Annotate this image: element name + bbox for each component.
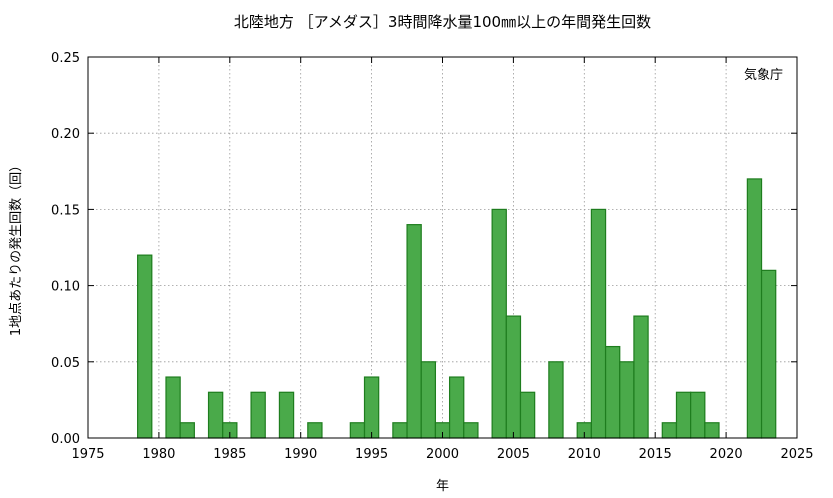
bar-1994 [349,422,366,439]
bar-1979 [137,254,153,439]
bar-2019 [704,422,720,439]
bar-1997 [392,422,408,439]
bar-1982 [179,422,195,439]
bar-2023 [760,269,777,439]
x-axis-label: 年 [436,479,449,494]
grid-lines [88,57,797,438]
bar-2005 [505,315,522,439]
bar-1998 [406,224,422,439]
bar-1981 [165,376,181,439]
x-tick-label: 1995 [355,447,388,462]
x-tick-label: 2025 [780,447,813,462]
chart-title: 北陸地方 ［アメダス］3時間降水量100㎜以上の年間発生回数 [234,13,651,31]
bar-2017 [675,391,692,439]
x-tick-label: 2005 [497,447,530,462]
bar-1989 [278,391,295,439]
bar-1995 [363,376,380,439]
x-axis-ticks: 1975 1980 1985 1990 1995 2000 2005 2010 2015 2020… [71,57,814,462]
bar-2011 [590,208,607,439]
x-tick-label: 2000 [426,447,459,462]
y-tick-label: 0.15 [51,203,80,218]
bar-2014 [633,315,649,439]
x-tick-label: 1980 [142,447,175,462]
x-tick-label: 2015 [639,447,672,462]
bar-2008 [548,361,564,439]
source-annotation: 気象庁 [744,67,783,83]
y-axis-ticks: 0.00 0.05 0.10 0.15 0.20 0.25 [51,51,797,447]
x-tick-label: 2010 [568,447,601,462]
bar-2002 [463,422,479,439]
y-axis-label: 1地点あたりの発生回数（回） [9,159,24,336]
x-tick-label: 1975 [71,447,104,462]
bar-1991 [307,422,323,439]
y-tick-label: 0.05 [51,356,80,371]
bars [137,178,777,439]
bar-2016 [661,422,678,439]
bar-2013 [619,361,635,439]
y-tick-label: 0.25 [51,51,80,66]
x-tick-label: 2020 [710,447,743,462]
bar-2006 [519,391,536,439]
y-tick-label: 0.20 [51,127,80,142]
x-tick-label: 1985 [213,447,246,462]
bar-2004 [491,208,507,439]
bar-2001 [448,376,465,439]
bar-2012 [604,345,621,439]
bar-2022 [746,178,763,439]
bar-1984 [207,391,224,439]
bar-2018 [690,391,706,439]
y-tick-label: 0.00 [51,432,80,447]
bar-1987 [250,391,266,439]
y-tick-label: 0.10 [51,280,80,295]
bar-1999 [420,361,437,439]
x-tick-label: 1990 [284,447,317,462]
